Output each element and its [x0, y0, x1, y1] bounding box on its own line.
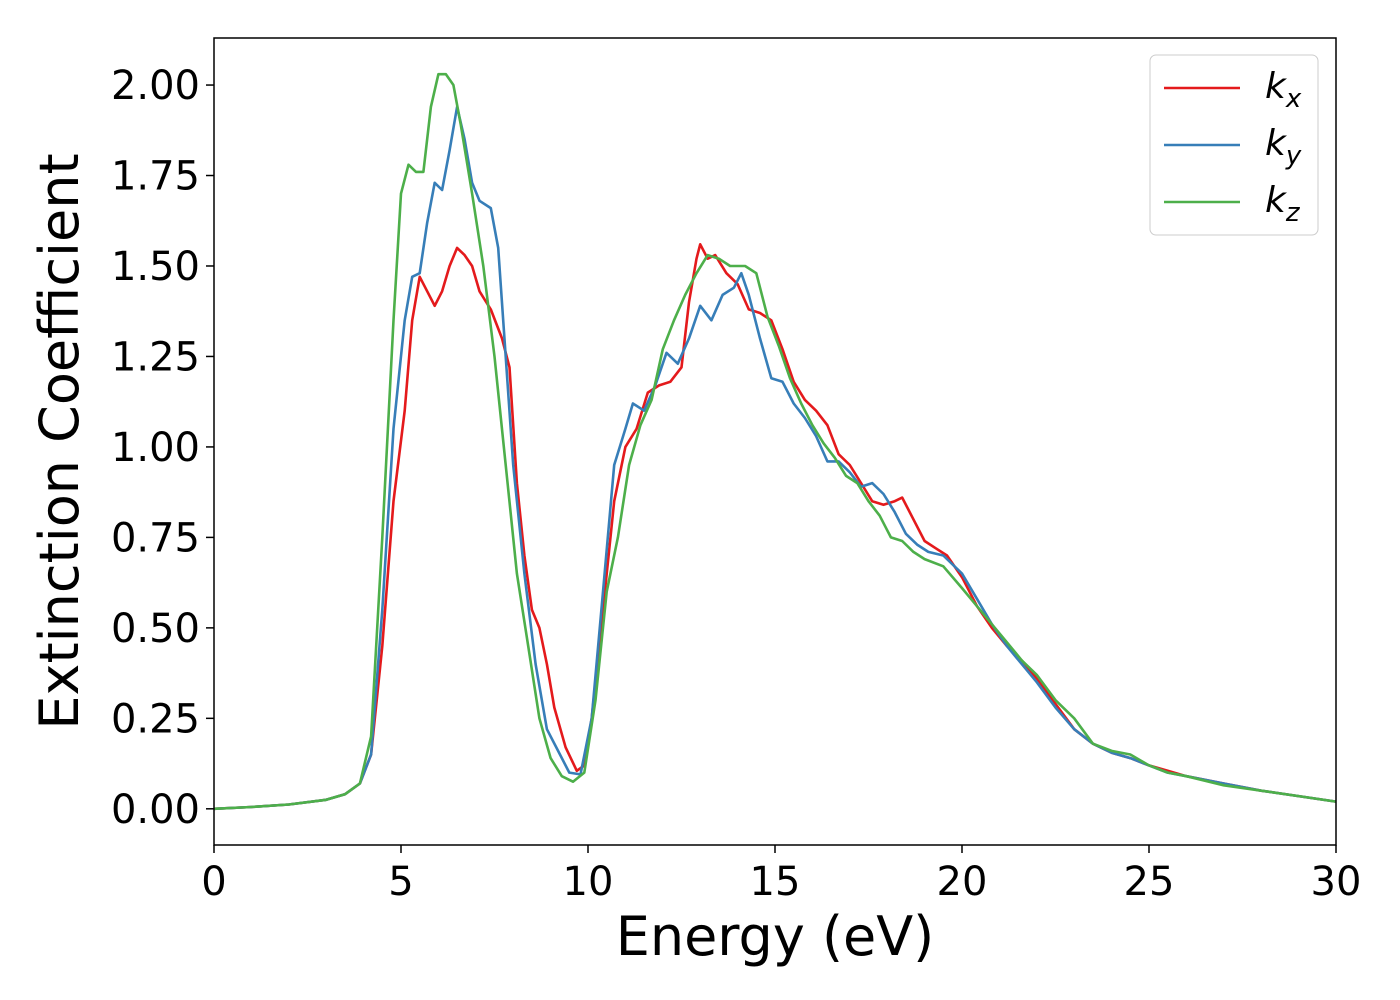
series-line-k-y — [213, 105, 1337, 811]
y-tick-label: 1.00 — [111, 425, 200, 471]
legend-label-main: k — [1265, 66, 1288, 107]
y-tick-label: 2.00 — [111, 63, 200, 109]
x-axis-title: Energy (eV) — [616, 905, 935, 968]
legend-label: ky — [1265, 123, 1302, 171]
y-tick-label: 0.50 — [111, 606, 200, 652]
x-tick-label: 20 — [937, 859, 988, 905]
plot-lines — [213, 72, 1337, 811]
legend-label-sub: x — [1285, 84, 1302, 114]
y-tick-label: 0.75 — [111, 515, 200, 561]
x-tick-label: 0 — [201, 859, 226, 905]
legend-label-sub: y — [1285, 141, 1302, 171]
y-tick-label: 1.75 — [111, 154, 200, 200]
y-tick-label: 1.25 — [111, 334, 200, 380]
x-axis: 0 5 10 15 20 25 30 — [201, 845, 1361, 905]
legend-label: kz — [1265, 180, 1301, 228]
y-tick-label: 0.25 — [111, 696, 200, 742]
y-tick-label: 0.00 — [111, 787, 200, 833]
x-tick-label: 15 — [750, 859, 801, 905]
legend-label-main: k — [1265, 180, 1288, 221]
y-axis: 0.00 0.25 0.50 0.75 1.00 1.25 1.50 1.75 2.00 — [111, 63, 214, 833]
y-axis-title: Extinction Coefficient — [28, 153, 91, 729]
x-tick-label: 5 — [388, 859, 413, 905]
series-line-k-z — [213, 72, 1337, 811]
x-tick-label: 30 — [1311, 859, 1362, 905]
y-tick-label: 1.50 — [111, 244, 200, 290]
x-tick-label: 10 — [563, 859, 614, 905]
x-tick-label: 25 — [1124, 859, 1175, 905]
legend-label: kx — [1265, 66, 1302, 114]
legend-label-main: k — [1265, 123, 1288, 164]
legend-label-sub: z — [1285, 198, 1301, 228]
